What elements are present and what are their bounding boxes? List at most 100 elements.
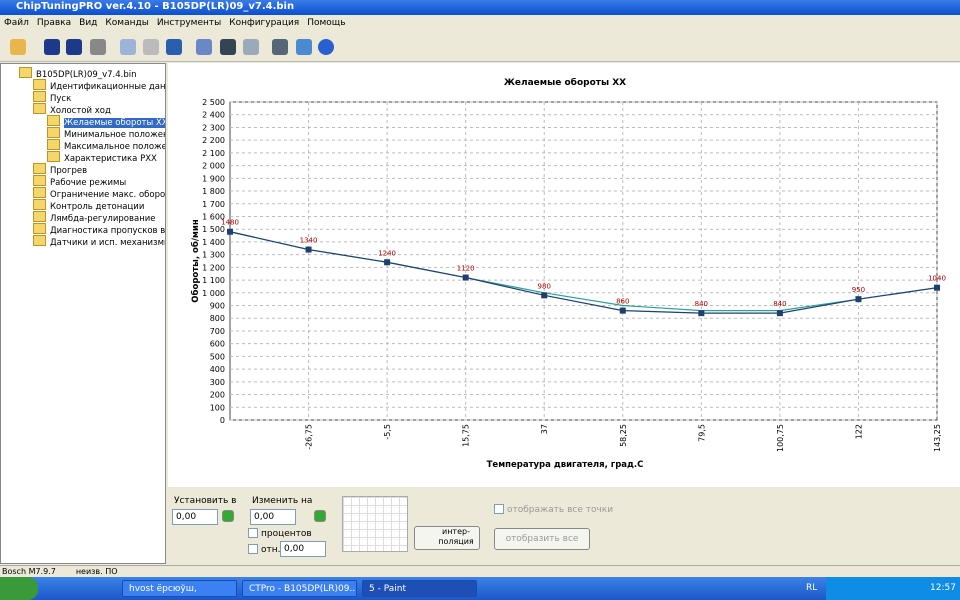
x-tick-label: 37 — [540, 424, 549, 434]
label: Изменить на — [252, 496, 313, 506]
tree-item[interactable]: Максимальное положени — [47, 139, 165, 152]
settings-button[interactable] — [272, 39, 288, 55]
tree-root[interactable]: B105DP(LR)09_v7.4.bin — [19, 67, 136, 80]
y-tick-label: 2 400 — [202, 111, 225, 120]
tree-item[interactable]: Рабочие режимы — [33, 175, 126, 188]
data-point — [934, 284, 940, 291]
y-tick-label: 1 700 — [202, 200, 225, 209]
y-tick-label: 500 — [210, 352, 225, 361]
tree-item[interactable]: Пуск — [33, 91, 71, 104]
menu-item[interactable]: Команды — [105, 18, 149, 28]
input[interactable]: 0,00 — [280, 541, 326, 557]
open-button[interactable] — [10, 39, 26, 55]
y-tick-label: 1 600 — [202, 212, 225, 221]
copy-button[interactable] — [120, 39, 136, 55]
checkbox[interactable]: отн. — [248, 544, 281, 555]
menu-item[interactable]: Вид — [79, 18, 98, 28]
y-tick-label: 1 200 — [202, 263, 225, 272]
y-tick-label: 2 100 — [202, 149, 225, 158]
tree-item[interactable]: Лямбда-регулирование — [33, 211, 156, 224]
y-tick-label: 200 — [210, 391, 225, 400]
undo-button[interactable] — [166, 39, 182, 55]
menu-bar: Файл Правка Вид Команды Инструменты Конфигура… — [0, 15, 960, 32]
web-button[interactable] — [296, 39, 312, 55]
data-point — [541, 292, 548, 299]
print-button[interactable] — [90, 39, 106, 55]
y-tick-label: 1 400 — [202, 238, 225, 247]
y-tick-label: 1 300 — [202, 251, 225, 260]
tree-item[interactable]: Датчики и исп. механизмы — [33, 235, 165, 248]
input[interactable]: 0,00 — [250, 509, 296, 525]
search-button[interactable] — [243, 39, 259, 55]
window-title: ChipTuningPRO ver.4.10 - B105DP(LR)09_v7… — [16, 1, 295, 12]
data-point — [305, 246, 312, 253]
data-point — [698, 310, 705, 317]
y-tick-label: 800 — [210, 314, 225, 323]
status-bar: Bosch M7.9.7 неизв. ПО — [0, 565, 960, 577]
menu-item[interactable]: Правка — [36, 18, 72, 28]
tool-button[interactable] — [196, 39, 212, 55]
data-point — [855, 296, 862, 303]
toolbar — [0, 32, 960, 62]
data-point — [227, 228, 233, 235]
x-tick-label: 122 — [854, 424, 863, 439]
checkbox[interactable]: отображать все точки — [494, 504, 613, 515]
chart-title: Желаемые обороты ХХ — [504, 77, 626, 88]
x-tick-label: -5,5 — [383, 424, 392, 440]
x-tick-label: 79,5 — [697, 424, 706, 442]
y-tick-label: 1 500 — [202, 225, 225, 234]
save-as-button[interactable] — [66, 39, 82, 55]
menu-item[interactable]: Помощь — [307, 18, 346, 28]
tree-item[interactable]: Диагностика пропусков воспл — [33, 223, 165, 236]
show-all-button[interactable]: отобразить все — [494, 528, 590, 550]
data-label: 1040 — [928, 275, 946, 283]
data-line — [229, 231, 938, 314]
tree-item[interactable]: Характеристика РХХ — [47, 151, 157, 164]
tree-item[interactable]: Идентификационные данные — [33, 79, 165, 92]
tree-view: B105DP(LR)09_v7.4.bin Идентификационные … — [0, 63, 166, 564]
menu-item[interactable]: Конфигурация — [229, 18, 300, 28]
title-bar: ChipTuningPRO ver.4.10 - B105DP(LR)09_v7… — [0, 0, 960, 15]
help-button[interactable] — [318, 39, 334, 55]
tree-item[interactable]: Контроль детонации — [33, 199, 144, 212]
task-button[interactable]: CTPro - B105DP(LR)09... — [242, 580, 357, 597]
menu-item[interactable]: Инструменты — [156, 18, 222, 28]
x-tick-label: 15,75 — [462, 424, 471, 447]
y-tick-label: 2 200 — [202, 136, 225, 145]
edit-panel: Установить в 0,00 Изменить на 0,00 проце… — [168, 488, 960, 564]
tree-item[interactable]: Ограничение макс. оборотов — [33, 187, 165, 200]
y-tick-label: 300 — [210, 378, 225, 387]
y-tick-label: 2 000 — [202, 162, 225, 171]
tree-item[interactable]: Холостой ход — [33, 103, 111, 116]
language[interactable]: RL — [806, 583, 818, 593]
x-tick-label: 143,25 — [933, 424, 942, 452]
y-axis-label: Обороты, об/мин — [190, 219, 201, 303]
y-tick-label: 1 100 — [202, 276, 225, 285]
apply-button[interactable] — [222, 510, 234, 522]
start-button[interactable] — [0, 577, 38, 600]
y-tick-label: 600 — [210, 340, 225, 349]
input[interactable]: 0,00 — [172, 509, 218, 525]
paste-button[interactable] — [143, 39, 159, 55]
tree-item[interactable]: Прогрев — [33, 163, 87, 176]
data-label: 840 — [695, 300, 708, 308]
checkbox[interactable]: процентов — [248, 528, 312, 539]
task-button[interactable]: hvost ёрсюўш, — [122, 580, 237, 597]
interpolation-button[interactable]: интер-поляция — [414, 526, 480, 550]
y-tick-label: 100 — [210, 403, 225, 412]
save-button[interactable] — [44, 39, 60, 55]
task-button[interactable]: 5 - Paint — [362, 580, 477, 597]
data-point — [619, 307, 626, 314]
plot-area — [229, 101, 938, 421]
apply-button[interactable] — [314, 510, 326, 522]
tree-item[interactable]: Минимальное положение — [47, 127, 165, 140]
info-button[interactable] — [220, 39, 236, 55]
taskbar: hvost ёрсюўш, CTPro - B105DP(LR)09... 5 … — [0, 577, 960, 600]
tree-item[interactable]: Желаемые обороты ХХ — [47, 115, 165, 128]
menu-item[interactable]: Файл — [4, 18, 29, 28]
chart: Желаемые обороты ХХ Температура двигател… — [190, 77, 946, 470]
y-tick-label: 1 000 — [202, 289, 225, 298]
label: Установить в — [174, 496, 237, 506]
y-tick-label: 2 500 — [202, 98, 225, 107]
